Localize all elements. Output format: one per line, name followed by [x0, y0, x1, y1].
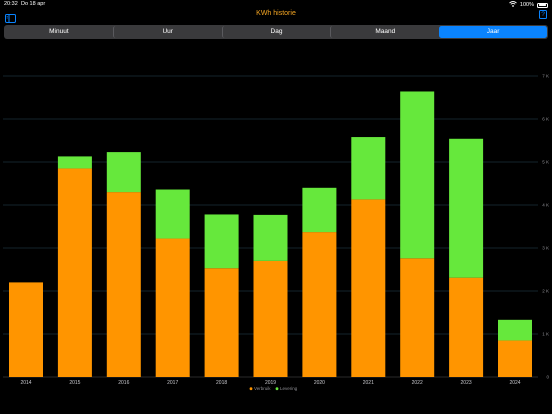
y-tick-label: 6 K	[542, 117, 549, 122]
bar-levering-2019	[253, 214, 288, 261]
y-tick-label: 7 K	[542, 74, 549, 79]
x-tick-label: 2019	[265, 380, 276, 386]
wifi-icon	[509, 1, 517, 9]
status-time: 20:32	[4, 1, 18, 7]
bar-verbruik-2015	[57, 168, 92, 377]
bar-verbruik-2024	[498, 340, 532, 377]
legend-swatch	[275, 387, 279, 391]
bar-levering-2021	[351, 137, 386, 200]
y-tick-label: 5 K	[542, 160, 549, 165]
y-tick-label: 3 K	[542, 246, 549, 251]
x-tick-label: 2020	[314, 380, 325, 386]
bar-levering-2017	[155, 189, 190, 239]
x-tick-label: 2014	[20, 380, 31, 386]
legend-label: Verbruik	[254, 386, 271, 391]
bar-verbruik-2014	[9, 282, 43, 377]
legend-swatch	[249, 387, 253, 391]
y-tick-label: 1 K	[542, 332, 549, 337]
help-icon[interactable]: ?	[539, 10, 547, 19]
x-tick-label: 2015	[69, 380, 80, 386]
bar-levering-2018	[204, 214, 239, 269]
x-tick-label: 2023	[461, 380, 472, 386]
bar-verbruik-2018	[204, 268, 239, 377]
x-tick-label: 2022	[412, 380, 423, 386]
battery-icon	[537, 2, 548, 8]
bar-verbruik-2020	[302, 232, 337, 377]
bar-verbruik-2019	[253, 260, 288, 377]
kwh-bar-chart: 0 1 K 2 K 3 K 4 K 5 K 6 K 7 K 2014 2015 2016 2017 20…	[3, 74, 549, 391]
x-tick-label: 2018	[216, 380, 227, 386]
segment-uur[interactable]: Uur	[112, 26, 222, 38]
legend-label: Levering	[280, 386, 298, 391]
x-tick-label: 2017	[167, 380, 178, 386]
y-tick-label: 0	[546, 375, 549, 380]
x-tick-label: 2016	[118, 380, 129, 386]
bar-levering-2015	[57, 156, 92, 169]
period-segmented-control: Minuut Uur Dag Maand Jaar	[4, 25, 548, 39]
y-tick-label: 2 K	[542, 289, 549, 294]
segment-maand[interactable]: Maand	[330, 26, 439, 38]
sidebar-icon[interactable]	[5, 10, 16, 23]
battery-percentage: 100%	[519, 2, 534, 8]
status-bar: 20:32 Do 18 apr 100%	[0, 0, 552, 9]
x-tick-label: 2021	[363, 380, 374, 386]
bar-levering-2024	[498, 319, 532, 341]
segment-minuut[interactable]: Minuut	[49, 28, 69, 35]
bar-levering-2020	[302, 187, 337, 233]
segment-dag[interactable]: Dag	[221, 26, 331, 38]
bar-levering-2023	[449, 138, 484, 278]
bar-verbruik-2021	[351, 199, 386, 377]
bar-verbruik-2017	[155, 238, 190, 377]
status-date: Do 18 apr	[21, 1, 46, 7]
bar-verbruik-2016	[106, 192, 141, 377]
bar-verbruik-2022	[400, 258, 435, 377]
bar-levering-2016	[106, 152, 141, 193]
bar-levering-2022	[400, 91, 435, 259]
page-title: KWh historie	[256, 10, 296, 17]
status-right: 100%	[509, 1, 548, 9]
segment-jaar[interactable]: Jaar	[439, 26, 547, 38]
x-tick-label: 2024	[509, 380, 520, 386]
y-tick-label: 4 K	[542, 203, 549, 208]
nav-bar: KWh historie ?	[0, 9, 552, 23]
bar-verbruik-2023	[449, 277, 484, 377]
